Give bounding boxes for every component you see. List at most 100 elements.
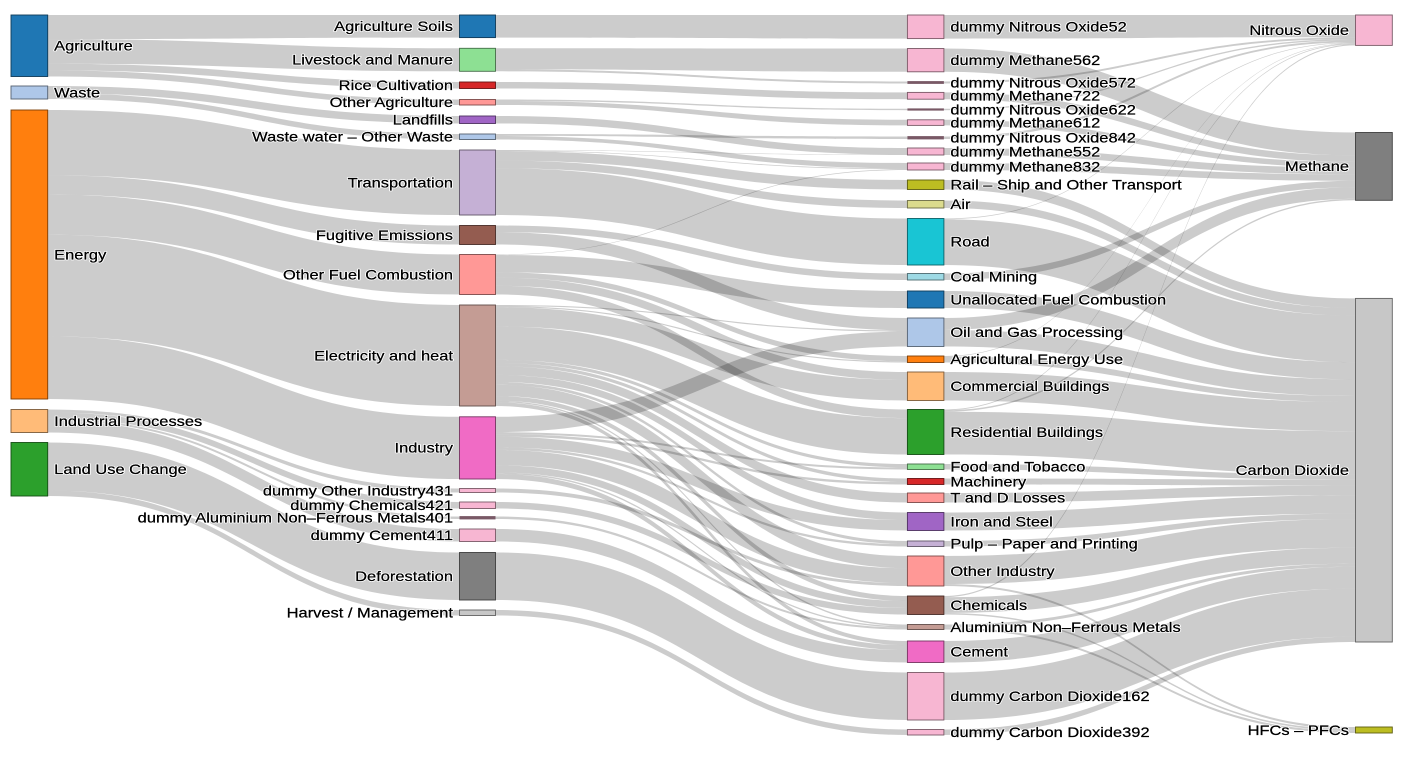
- svg-text:dummy Methane722: dummy Methane722: [950, 88, 1100, 104]
- svg-text:dummy Cement411: dummy Cement411: [311, 527, 454, 543]
- svg-text:Agricultural Energy Use: Agricultural Energy Use: [950, 351, 1123, 367]
- svg-text:Rail – Ship and Other Transpor: Rail – Ship and Other Transport: [950, 177, 1181, 193]
- svg-text:dummy Methane552: dummy Methane552: [950, 143, 1100, 159]
- svg-text:Coal Mining: Coal Mining: [950, 269, 1037, 285]
- svg-text:dummy Chemicals421: dummy Chemicals421: [290, 497, 453, 513]
- svg-text:dummy Carbon Dioxide162: dummy Carbon Dioxide162: [950, 688, 1149, 704]
- svg-text:Agriculture Soils: Agriculture Soils: [334, 18, 453, 34]
- svg-text:Residential Buildings: Residential Buildings: [950, 424, 1103, 440]
- svg-text:dummy Nitrous Oxide622: dummy Nitrous Oxide622: [950, 101, 1136, 117]
- svg-text:Food and Tobacco: Food and Tobacco: [950, 459, 1085, 475]
- svg-text:Iron and Steel: Iron and Steel: [950, 513, 1052, 529]
- svg-text:dummy Methane832: dummy Methane832: [950, 158, 1100, 174]
- svg-text:Landfills: Landfills: [393, 112, 453, 128]
- svg-text:Coal Mining: Coal Mining: [950, 269, 1037, 285]
- svg-text:Commercial Buildings: Commercial Buildings: [950, 378, 1109, 394]
- svg-text:Agriculture: Agriculture: [54, 38, 133, 54]
- svg-text:dummy Methane612: dummy Methane612: [950, 114, 1100, 130]
- svg-text:Iron and Steel: Iron and Steel: [950, 513, 1052, 529]
- svg-text:Fugitive Emissions: Fugitive Emissions: [316, 227, 453, 243]
- svg-text:dummy Nitrous Oxide842: dummy Nitrous Oxide842: [950, 130, 1136, 146]
- svg-text:Transportation: Transportation: [348, 174, 453, 190]
- svg-text:dummy Nitrous Oxide572: dummy Nitrous Oxide572: [950, 74, 1136, 90]
- svg-text:Landfills: Landfills: [393, 112, 453, 128]
- svg-text:Nitrous Oxide: Nitrous Oxide: [1249, 22, 1349, 38]
- svg-text:dummy Methane722: dummy Methane722: [950, 88, 1100, 104]
- svg-text:dummy Methane562: dummy Methane562: [950, 52, 1100, 68]
- svg-text:Industrial Processes: Industrial Processes: [54, 413, 202, 429]
- svg-text:Unallocated Fuel Combustion: Unallocated Fuel Combustion: [950, 291, 1166, 307]
- svg-text:Transportation: Transportation: [348, 174, 453, 190]
- svg-text:Machinery: Machinery: [950, 473, 1026, 489]
- svg-text:Electricity and heat: Electricity and heat: [314, 347, 453, 363]
- svg-text:Chemicals: Chemicals: [950, 597, 1027, 613]
- svg-text:dummy Carbon Dioxide162: dummy Carbon Dioxide162: [950, 688, 1149, 704]
- svg-text:Road: Road: [950, 234, 989, 250]
- svg-text:Aluminium Non–Ferrous Metals: Aluminium Non–Ferrous Metals: [950, 619, 1180, 635]
- svg-text:T and D Losses: T and D Losses: [950, 490, 1065, 506]
- svg-text:Other Industry: Other Industry: [950, 563, 1054, 579]
- svg-text:HFCs – PFCs: HFCs – PFCs: [1248, 722, 1349, 738]
- svg-text:dummy Methane552: dummy Methane552: [950, 143, 1100, 159]
- svg-text:Residential Buildings: Residential Buildings: [950, 424, 1103, 440]
- svg-text:Methane: Methane: [1285, 158, 1349, 174]
- svg-text:Agriculture: Agriculture: [54, 38, 133, 54]
- svg-text:Commercial Buildings: Commercial Buildings: [950, 378, 1109, 394]
- svg-text:Air: Air: [950, 196, 970, 212]
- svg-text:Other Agriculture: Other Agriculture: [330, 94, 454, 110]
- svg-text:Unallocated Fuel Combustion: Unallocated Fuel Combustion: [950, 291, 1166, 307]
- svg-text:Electricity and heat: Electricity and heat: [314, 347, 453, 363]
- svg-text:dummy Methane612: dummy Methane612: [950, 114, 1100, 130]
- svg-text:Energy: Energy: [54, 246, 106, 262]
- svg-text:Deforestation: Deforestation: [355, 568, 453, 584]
- svg-text:Industrial Processes: Industrial Processes: [54, 413, 202, 429]
- svg-text:Rice Cultivation: Rice Cultivation: [339, 77, 453, 93]
- svg-text:dummy Aluminium Non–Ferrous Me: dummy Aluminium Non–Ferrous Metals401: [138, 510, 454, 526]
- svg-text:Harvest / Management: Harvest / Management: [287, 605, 453, 621]
- svg-text:Oil and Gas Processing: Oil and Gas Processing: [950, 324, 1123, 340]
- svg-text:Road: Road: [950, 234, 989, 250]
- svg-text:Waste water – Other Waste: Waste water – Other Waste: [252, 129, 453, 145]
- svg-text:dummy Cement411: dummy Cement411: [311, 527, 454, 543]
- svg-text:Aluminium Non–Ferrous Metals: Aluminium Non–Ferrous Metals: [950, 619, 1180, 635]
- svg-text:Oil and Gas Processing: Oil and Gas Processing: [950, 324, 1123, 340]
- svg-text:Food and Tobacco: Food and Tobacco: [950, 459, 1085, 475]
- svg-text:Other Agriculture: Other Agriculture: [330, 94, 454, 110]
- svg-text:Air: Air: [950, 196, 970, 212]
- svg-text:Nitrous Oxide: Nitrous Oxide: [1249, 22, 1349, 38]
- svg-text:dummy Nitrous Oxide572: dummy Nitrous Oxide572: [950, 74, 1136, 90]
- svg-text:Machinery: Machinery: [950, 473, 1026, 489]
- svg-text:dummy Carbon Dioxide392: dummy Carbon Dioxide392: [950, 724, 1149, 740]
- svg-text:dummy Nitrous Oxide52: dummy Nitrous Oxide52: [950, 19, 1127, 35]
- svg-text:Industry: Industry: [395, 440, 454, 456]
- svg-text:Agriculture Soils: Agriculture Soils: [334, 18, 453, 34]
- svg-text:Methane: Methane: [1285, 158, 1349, 174]
- svg-text:T and D Losses: T and D Losses: [950, 490, 1065, 506]
- svg-text:Waste water – Other Waste: Waste water – Other Waste: [252, 129, 453, 145]
- svg-text:Chemicals: Chemicals: [950, 597, 1027, 613]
- svg-text:dummy Chemicals421: dummy Chemicals421: [290, 497, 453, 513]
- svg-text:Cement: Cement: [950, 644, 1008, 660]
- svg-text:Pulp – Paper and Printing: Pulp – Paper and Printing: [950, 536, 1137, 552]
- svg-text:Energy: Energy: [54, 246, 106, 262]
- svg-text:Waste: Waste: [54, 84, 100, 100]
- svg-text:Livestock and Manure: Livestock and Manure: [292, 52, 453, 68]
- svg-text:dummy Carbon Dioxide392: dummy Carbon Dioxide392: [950, 724, 1149, 740]
- svg-text:Carbon Dioxide: Carbon Dioxide: [1236, 462, 1350, 478]
- svg-text:Land Use Change: Land Use Change: [54, 461, 187, 477]
- svg-text:Other Fuel Combustion: Other Fuel Combustion: [283, 266, 453, 282]
- svg-text:dummy Other Industry431: dummy Other Industry431: [263, 482, 453, 498]
- svg-text:Cement: Cement: [950, 644, 1008, 660]
- svg-text:HFCs – PFCs: HFCs – PFCs: [1248, 722, 1349, 738]
- svg-text:Other Industry: Other Industry: [950, 563, 1054, 579]
- svg-text:Agricultural Energy Use: Agricultural Energy Use: [950, 351, 1123, 367]
- svg-text:Industry: Industry: [395, 440, 454, 456]
- svg-text:Deforestation: Deforestation: [355, 568, 453, 584]
- svg-text:dummy Other Industry431: dummy Other Industry431: [263, 482, 453, 498]
- svg-text:Other Fuel Combustion: Other Fuel Combustion: [283, 266, 453, 282]
- svg-text:Livestock and Manure: Livestock and Manure: [292, 52, 453, 68]
- svg-text:dummy Methane562: dummy Methane562: [950, 52, 1100, 68]
- svg-text:Rail – Ship and Other Transpor: Rail – Ship and Other Transport: [950, 177, 1181, 193]
- svg-text:Fugitive Emissions: Fugitive Emissions: [316, 227, 453, 243]
- svg-text:dummy Methane832: dummy Methane832: [950, 158, 1100, 174]
